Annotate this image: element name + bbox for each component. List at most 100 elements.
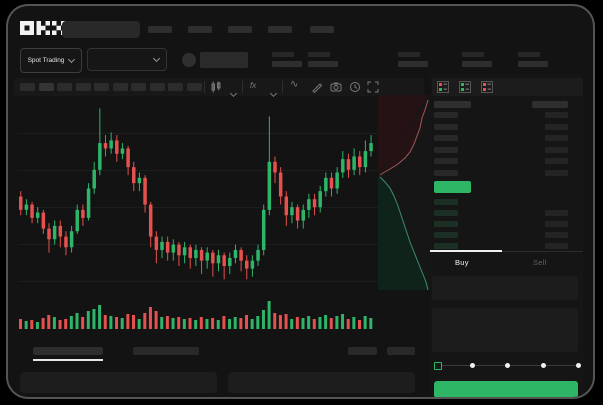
candle-style-icon[interactable]	[210, 81, 222, 93]
book-bids-only-icon[interactable]	[459, 81, 471, 93]
stat-value	[462, 61, 492, 67]
stat-value	[272, 61, 302, 67]
slider-handle[interactable]	[434, 362, 442, 370]
line-tool-icon[interactable]: ∿	[290, 79, 299, 90]
chart-footer-control[interactable]	[348, 347, 377, 355]
buy-button[interactable]	[434, 381, 578, 397]
timeframe-button[interactable]	[94, 83, 109, 91]
gridline	[18, 133, 426, 134]
toolbar-divider	[204, 81, 205, 93]
ask-row-amount[interactable]	[545, 123, 568, 130]
bottom-tab-active[interactable]	[33, 347, 103, 355]
bid-row-price[interactable]	[434, 232, 458, 238]
buy-tab-indicator	[430, 250, 502, 252]
bottom-panel	[228, 372, 415, 393]
nav-item[interactable]	[188, 26, 212, 33]
bid-row-amount[interactable]	[545, 232, 568, 238]
okx-logo	[20, 21, 66, 36]
tab-divider	[502, 251, 583, 252]
tab-buy[interactable]: Buy	[455, 258, 469, 267]
bottom-tab[interactable]	[133, 347, 199, 355]
fullscreen-icon[interactable]	[367, 81, 379, 93]
chevron-down-icon	[152, 54, 161, 63]
pair-selector[interactable]	[87, 48, 167, 71]
slider-step-dot[interactable]	[576, 363, 581, 368]
orderbook-header-price	[434, 101, 471, 108]
timeframe-button[interactable]	[186, 83, 202, 91]
ask-row-price[interactable]	[434, 169, 458, 176]
camera-icon[interactable]	[330, 81, 342, 93]
chevron-down-icon[interactable]	[229, 83, 238, 101]
bid-row-price[interactable]	[434, 199, 458, 205]
timeframe-button[interactable]	[20, 83, 35, 91]
order-price-input[interactable]	[432, 276, 578, 300]
candlestick-chart[interactable]	[14, 100, 378, 295]
chart-footer-control[interactable]	[387, 347, 415, 355]
nav-item[interactable]	[148, 26, 172, 33]
draw-tool-icon[interactable]	[311, 81, 323, 93]
stat-label	[398, 52, 420, 57]
timeframe-button[interactable]	[57, 83, 72, 91]
bid-row-price[interactable]	[434, 243, 458, 249]
slider-step-dot[interactable]	[505, 363, 510, 368]
stat-label	[308, 52, 330, 57]
ask-row-amount[interactable]	[545, 169, 568, 176]
order-amount-input[interactable]	[432, 308, 578, 352]
chevron-down-icon	[68, 55, 76, 64]
timeframe-button[interactable]	[75, 83, 91, 91]
ask-row-price[interactable]	[434, 146, 458, 153]
chevron-down-icon[interactable]	[269, 83, 278, 101]
depth-chart	[378, 95, 430, 290]
slider-step-dot[interactable]	[540, 363, 546, 368]
tab-sell[interactable]: Sell	[533, 258, 547, 267]
timeframe-button[interactable]	[168, 83, 183, 91]
coin-icon	[182, 53, 196, 67]
toolbar-divider	[282, 81, 283, 93]
ask-row-price[interactable]	[434, 135, 458, 141]
ask-row-price[interactable]	[434, 112, 458, 118]
volume-chart	[14, 296, 378, 332]
stat-value	[398, 61, 428, 67]
app-frame: Spot Trading fx ∿	[6, 4, 595, 399]
stat-value	[308, 61, 338, 67]
gridline	[18, 281, 426, 282]
ask-row-price[interactable]	[434, 123, 458, 130]
book-asks-only-icon[interactable]	[481, 81, 493, 93]
nav-item[interactable]	[310, 26, 334, 33]
ask-row-amount[interactable]	[545, 135, 568, 141]
gridline	[18, 244, 426, 245]
ask-row-amount[interactable]	[545, 158, 568, 164]
timeframe-button[interactable]	[38, 83, 54, 91]
slider-step-dot[interactable]	[469, 363, 475, 368]
bottom-panel	[20, 372, 217, 393]
bid-row-amount[interactable]	[545, 243, 568, 249]
timeframe-button[interactable]	[131, 83, 146, 91]
ask-row-amount[interactable]	[545, 146, 568, 153]
stat-label	[518, 52, 540, 57]
stat-label	[272, 52, 294, 57]
bid-row-price[interactable]	[434, 210, 458, 216]
bottom-tab-active-underline	[33, 359, 103, 361]
bid-row-price[interactable]	[434, 221, 458, 227]
nav-item[interactable]	[228, 26, 252, 33]
stat-label	[462, 52, 484, 57]
bid-row-amount[interactable]	[545, 210, 568, 216]
indicators-icon[interactable]: fx	[250, 81, 257, 90]
stat-value	[518, 61, 548, 67]
bid-row-amount[interactable]	[545, 221, 568, 227]
ask-row-price[interactable]	[434, 158, 458, 164]
ask-row-amount[interactable]	[545, 112, 568, 118]
orderbook-last-price[interactable]	[434, 181, 471, 193]
search-input[interactable]	[62, 21, 140, 38]
book-combined-icon[interactable]	[437, 81, 449, 93]
nav-item[interactable]	[268, 26, 292, 33]
amount-slider[interactable]	[434, 360, 581, 372]
timeframe-button[interactable]	[149, 83, 165, 91]
orderbook-toolbar	[432, 78, 583, 96]
gridline	[18, 170, 426, 171]
market-type-selector[interactable]: Spot Trading	[20, 48, 82, 73]
history-icon[interactable]	[349, 81, 361, 93]
timeframe-button[interactable]	[112, 83, 128, 91]
toolbar-divider	[242, 81, 243, 93]
